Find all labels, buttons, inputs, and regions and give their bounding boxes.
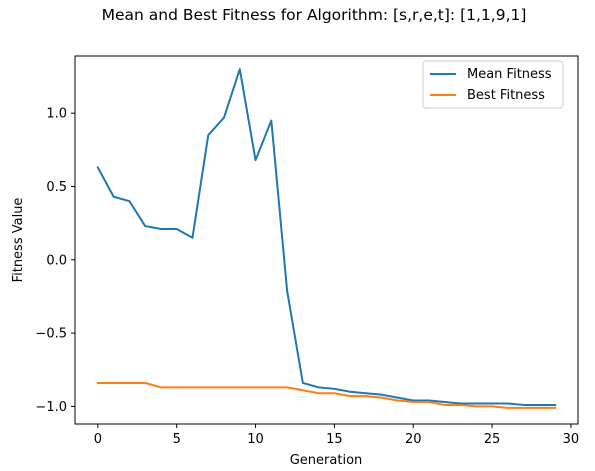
legend-label-best-fitness: Best Fitness bbox=[467, 88, 545, 103]
legend-box bbox=[422, 60, 564, 109]
y-axis-ticks: −1.0 −0.5 0.0 0.5 1.0 bbox=[35, 107, 75, 415]
chart-title: Mean and Best Fitness for Algorithm: [s,… bbox=[102, 6, 527, 24]
series-line-mean-fitness bbox=[96, 68, 557, 406]
plot-area bbox=[74, 55, 579, 425]
x-tick-label: 25 bbox=[484, 432, 501, 447]
series-line-best-fitness bbox=[96, 381, 557, 409]
y-tick-label: −0.5 bbox=[35, 327, 67, 342]
y-tick-label: 0.5 bbox=[46, 180, 67, 195]
y-axis-label: Fitness Value bbox=[11, 198, 26, 283]
series-lines bbox=[96, 68, 557, 409]
x-tick-label: 20 bbox=[405, 432, 422, 447]
x-tick-label: 0 bbox=[94, 432, 102, 447]
x-tick-label: 15 bbox=[326, 432, 343, 447]
y-tick-label: 1.0 bbox=[46, 107, 67, 122]
y-tick-label: 0.0 bbox=[46, 253, 67, 268]
y-tick-label: −1.0 bbox=[35, 400, 67, 415]
x-tick-label: 30 bbox=[563, 432, 580, 447]
x-tick-label: 10 bbox=[247, 432, 264, 447]
legend: Mean Fitness Best Fitness bbox=[422, 60, 564, 109]
x-axis-ticks: 0 5 10 15 20 25 30 bbox=[94, 424, 579, 447]
x-tick-label: 5 bbox=[173, 432, 181, 447]
x-axis-label: Generation bbox=[290, 453, 363, 468]
legend-label-mean-fitness: Mean Fitness bbox=[467, 67, 552, 82]
